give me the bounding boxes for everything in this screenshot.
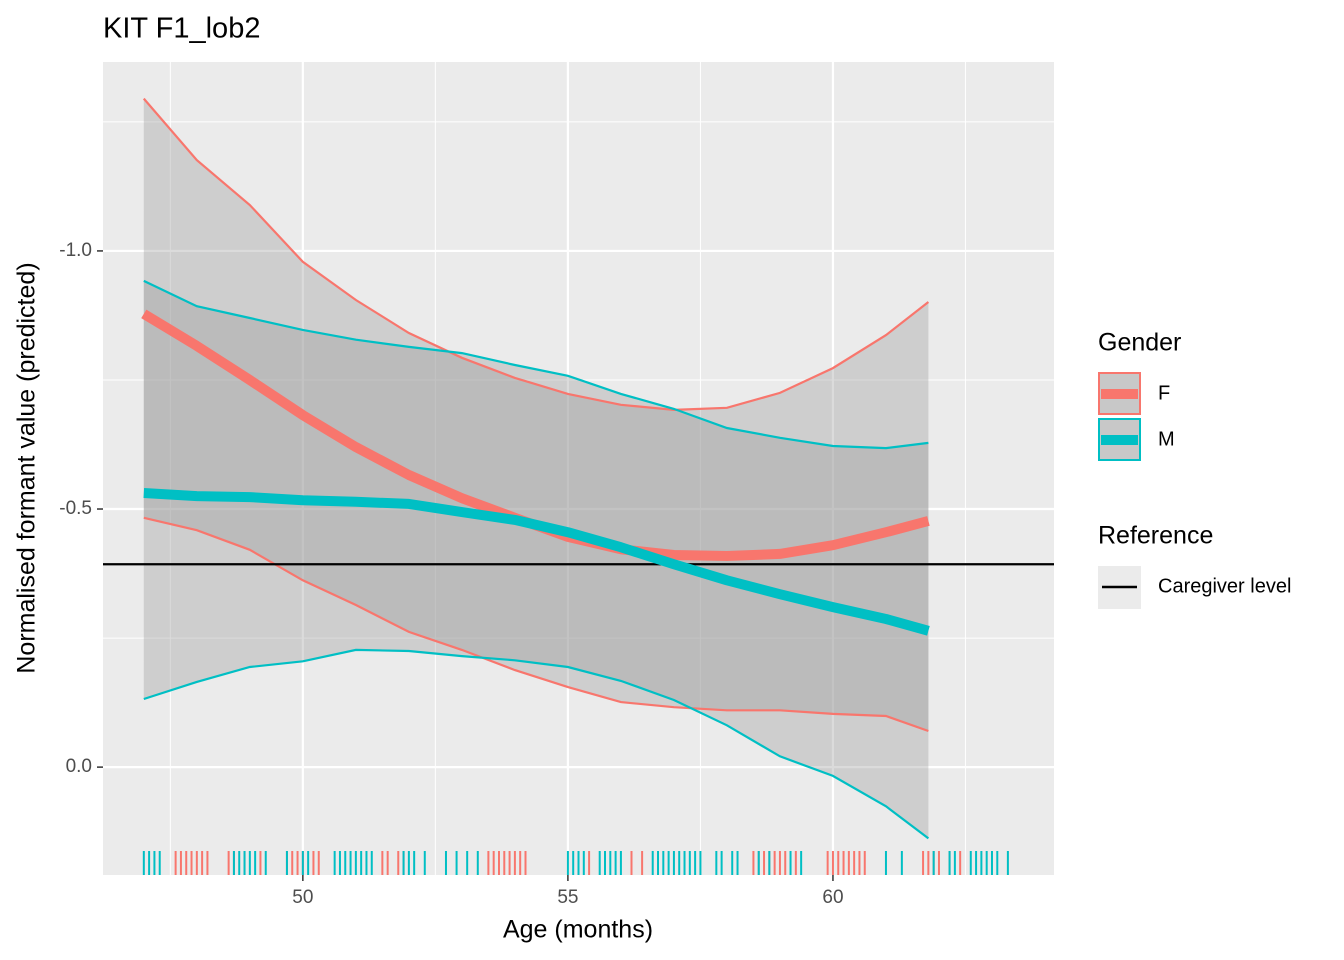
legend-title: Reference: [1098, 522, 1213, 550]
legend-label: M: [1158, 428, 1175, 450]
chart-title: KIT F1_lob2: [103, 13, 260, 45]
legend-label: F: [1158, 382, 1170, 404]
plot-layer: [103, 62, 1054, 875]
x-tick-label: 60: [822, 887, 843, 908]
legend-label: Caregiver level: [1158, 575, 1291, 597]
band-line: [143, 279, 929, 450]
x-tick-label: 50: [292, 887, 313, 908]
band-line: [143, 648, 930, 840]
y-tick-label: -1.0: [59, 240, 92, 261]
band-line: [142, 97, 930, 412]
legend-title: Gender: [1098, 329, 1181, 357]
fit-line: [143, 488, 930, 636]
x-axis-title: Age (months): [503, 916, 653, 944]
x-tick-label: 55: [557, 887, 578, 908]
y-tick-label: 0.0: [66, 756, 92, 777]
confidence-ribbon: [143, 280, 929, 839]
y-tick-label: -0.5: [59, 498, 92, 519]
panel: [103, 62, 1054, 875]
y-axis-title: Normalised formant value (predicted): [13, 262, 41, 673]
confidence-ribbon: [143, 98, 929, 732]
